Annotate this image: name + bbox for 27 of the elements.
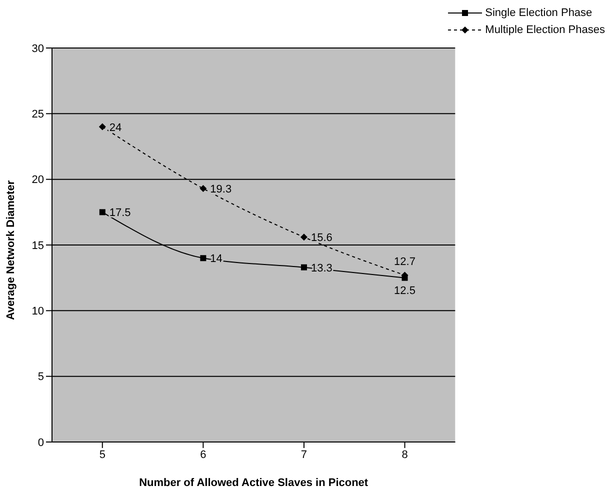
point <box>99 209 106 216</box>
y-tick-label: 20 <box>32 174 44 186</box>
data-label: 17.5 <box>109 207 131 220</box>
y-tick-label: 5 <box>38 371 44 384</box>
x-axis-title: Number of Allowed Active Slaves in Piconet <box>139 477 368 488</box>
y-axis-title: Average Network Diameter <box>4 180 17 320</box>
point <box>200 255 206 262</box>
y-tick-label: 10 <box>32 306 44 318</box>
data-label: 12.7 <box>394 256 416 268</box>
x-tick-label: 6 <box>200 448 206 461</box>
data-label: 12.5 <box>394 284 416 297</box>
point <box>300 234 308 241</box>
legend-label: Single Election Phase <box>485 6 592 18</box>
point <box>200 185 207 192</box>
data-label: 24 <box>109 122 122 134</box>
y-tick-label: 0 <box>38 436 44 449</box>
legend-label: Multiple Election Phases <box>485 24 605 36</box>
x-tick-label: 8 <box>402 448 408 461</box>
y-tick-label: 25 <box>32 108 44 121</box>
x-tick-label: 5 <box>99 448 106 461</box>
data-label: 15.6 <box>310 232 332 244</box>
y-tick-label: 15 <box>32 240 44 252</box>
data-label: 19.3 <box>210 184 232 196</box>
point <box>98 123 106 130</box>
y-tick-label: 30 <box>32 42 44 55</box>
x-tick-label: 7 <box>300 448 308 461</box>
point <box>300 264 307 270</box>
